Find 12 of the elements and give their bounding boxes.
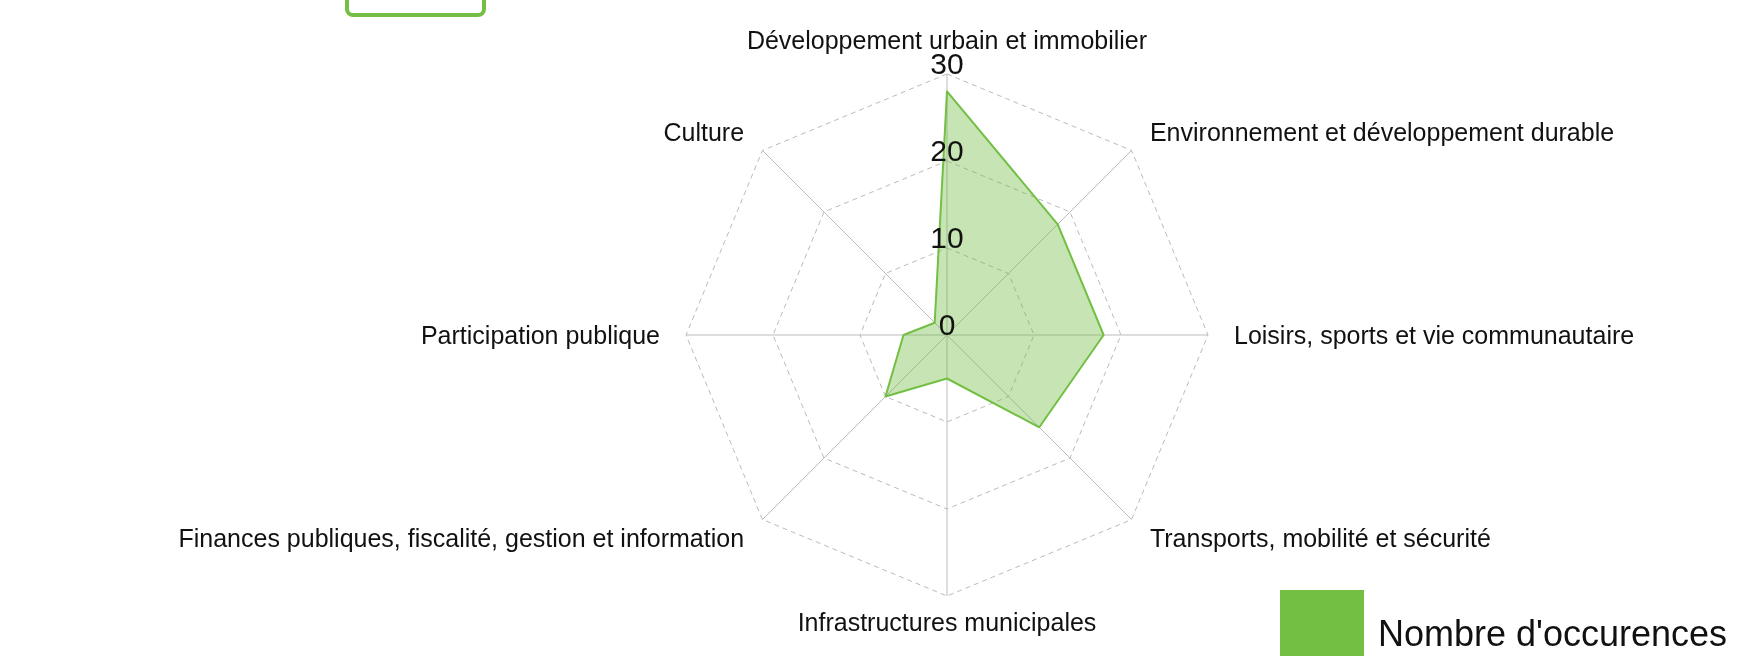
legend-label: Nombre d'occurences bbox=[1377, 612, 1727, 656]
spoke-label: Finances publiques, fiscalité, gestion et information bbox=[178, 523, 745, 552]
spoke-label: Infrastructures municipales bbox=[797, 608, 1097, 636]
y-tick-label: 10 bbox=[930, 221, 964, 254]
spoke-label: Transports, mobilité et sécurité bbox=[1149, 523, 1491, 552]
y-tick-label: 0 bbox=[938, 308, 956, 341]
y-tick-label: 20 bbox=[930, 134, 964, 167]
spoke-label: Développement urbain et immobilier bbox=[746, 26, 1148, 54]
spoke-label: Loisirs, sports et vie communautaire bbox=[1234, 321, 1635, 349]
spoke-label: Participation publique bbox=[420, 321, 660, 349]
spoke-label: Culture bbox=[663, 118, 745, 147]
spoke-label: Environnement et développement durable bbox=[1149, 118, 1615, 147]
